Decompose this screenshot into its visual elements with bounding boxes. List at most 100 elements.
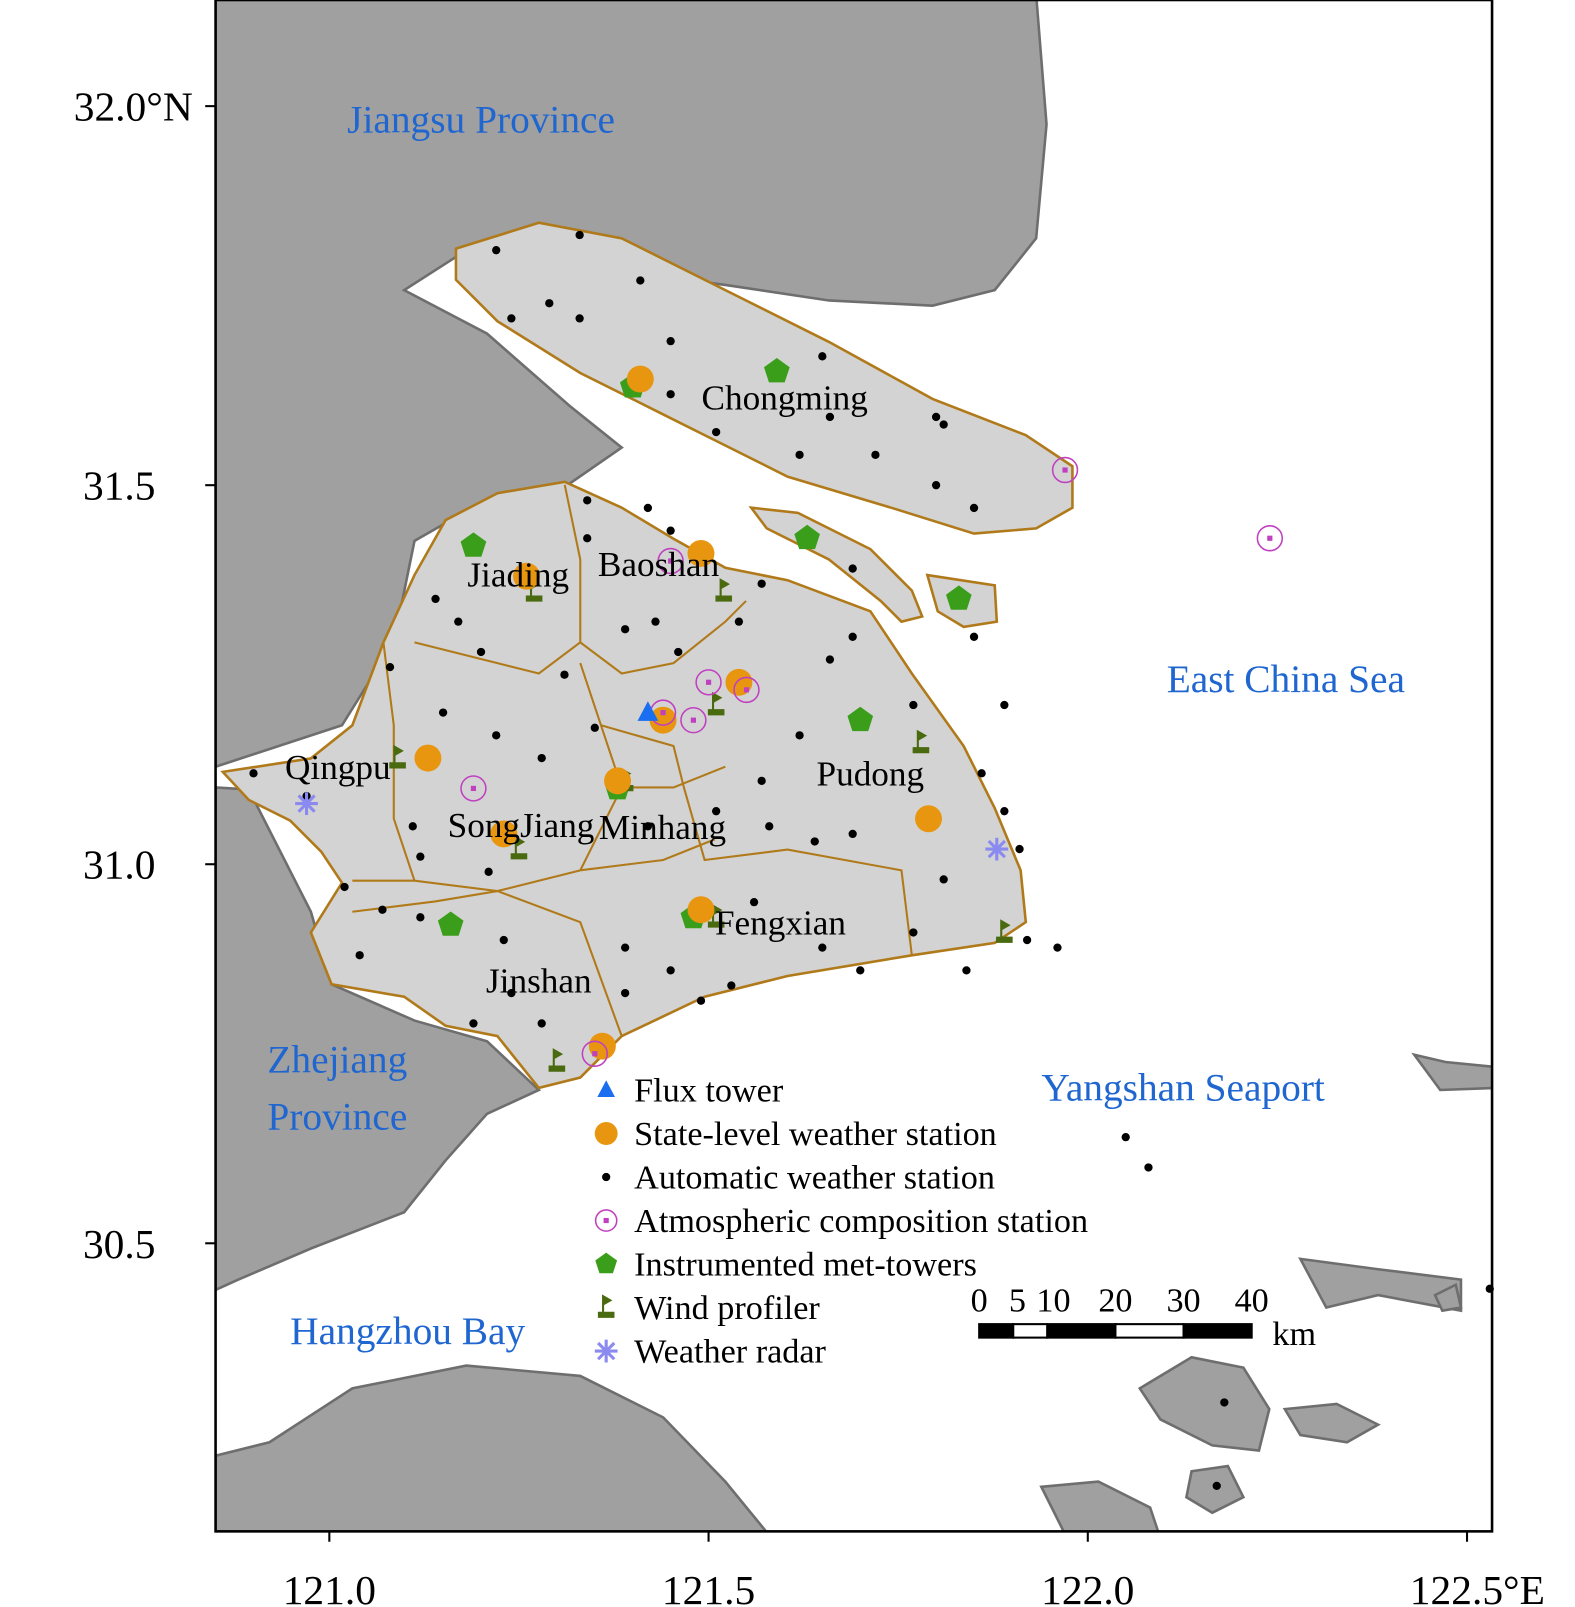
auto-station: [977, 769, 986, 778]
island: [1282, 1402, 1381, 1444]
auto-station: [416, 852, 425, 861]
met-tower: [847, 706, 874, 732]
auto-station: [545, 299, 554, 308]
wind-profiler: [597, 1294, 615, 1318]
auto-station: [848, 829, 857, 839]
atmos-ring: [1051, 456, 1079, 484]
region-label: East China Sea: [1167, 657, 1405, 701]
auto-station: [674, 647, 683, 657]
atmos-ring: [581, 1040, 609, 1067]
axes: 121.0 121.5 122.0 122.5°E 32.0°N 31.5 31.0 30.5: [74, 84, 1545, 1607]
auto-station: [583, 496, 592, 505]
state-station: [649, 706, 677, 734]
atmos-station: [733, 676, 760, 704]
auto-station: [795, 450, 804, 460]
scale-segment: [1182, 1323, 1253, 1339]
x-tick-label: 121.0: [283, 1567, 376, 1607]
scale-label: 5: [1009, 1283, 1026, 1320]
scale-segment: [978, 1323, 1015, 1339]
legend-label: Flux tower: [634, 1072, 784, 1109]
auto-station: [469, 1019, 478, 1028]
scale-label: 40: [1235, 1283, 1269, 1320]
legend-label: Wind profiler: [634, 1290, 820, 1327]
auto-station: [602, 1172, 611, 1182]
auto-station: [575, 230, 584, 240]
auto-station: [507, 988, 516, 998]
auto-station: [939, 420, 948, 429]
wind-profiler: [510, 835, 528, 860]
region-label: Jiangsu Province: [347, 98, 615, 142]
auto-station: [620, 625, 630, 634]
auto-station: [507, 314, 516, 323]
auto-station: [818, 943, 827, 952]
auto-station: [734, 617, 744, 626]
x-tick-label: 121.5: [662, 1567, 755, 1607]
auto-station: [727, 981, 736, 990]
state-station: [414, 744, 442, 772]
legend: Flux tower State-level weather station Aut…: [594, 1072, 1088, 1370]
scale-label: 10: [1036, 1283, 1070, 1320]
wind-profiler: [548, 1048, 566, 1072]
atmos-station: [695, 669, 722, 696]
atmos-ring: [1256, 525, 1284, 552]
flux-tower: [637, 701, 659, 721]
auto-station: [1053, 943, 1062, 952]
wind-profiler: [996, 919, 1013, 943]
district-labels: Chongming Jiading Baoshan Qingpu Pudong …: [285, 378, 924, 1000]
auto-station: [696, 996, 706, 1005]
district-label: Qingpu: [285, 748, 391, 787]
scale-label: 0: [971, 1283, 988, 1320]
atmos-ring: [680, 706, 707, 734]
atmos-station: [581, 1040, 609, 1067]
stations: [249, 230, 1494, 1491]
state-station: [687, 539, 715, 567]
auto-station: [499, 935, 508, 945]
state-station: [594, 1122, 618, 1145]
state-station: [490, 820, 518, 848]
auto-station: [825, 655, 835, 664]
auto-station: [636, 276, 645, 285]
met-tower: [460, 532, 487, 557]
auto-station: [385, 662, 395, 672]
scale-segment: [1114, 1323, 1185, 1339]
chongming-island: [454, 221, 1074, 535]
met-tower: [437, 911, 464, 936]
scale-unit: km: [1272, 1316, 1316, 1353]
district-label: Jiading: [467, 555, 569, 594]
flux-tower: [597, 1080, 615, 1098]
auto-station: [909, 700, 918, 710]
auto-station: [408, 822, 417, 831]
auto-station: [666, 337, 675, 346]
met-tower: [595, 1252, 618, 1274]
district-label: Minhang: [599, 808, 726, 847]
state-station: [513, 562, 541, 590]
auto-station: [454, 617, 463, 626]
atmos-station: [460, 775, 487, 802]
atmos-center: [1062, 467, 1068, 473]
legend-label: Instrumented met-towers: [634, 1246, 977, 1283]
region-label: Yangshan Seaport: [1041, 1065, 1325, 1109]
auto-station: [438, 708, 448, 717]
district-label: Chongming: [702, 378, 868, 417]
atmos-center: [690, 717, 696, 723]
auto-station: [340, 882, 349, 892]
auto-station: [810, 837, 819, 846]
jiangsu-land: [215, 0, 1048, 769]
wind-profiler: [389, 744, 406, 769]
auto-station: [620, 988, 630, 998]
scale-segment: [1012, 1323, 1049, 1339]
auto-station: [757, 776, 766, 785]
auto-station: [795, 731, 804, 740]
island: [1137, 1355, 1271, 1452]
atmos-station: [657, 547, 684, 575]
weather-radar: [295, 792, 318, 816]
scale-label: 30: [1166, 1283, 1200, 1320]
map-frame: [214, 0, 1494, 1533]
auto-station: [749, 897, 759, 907]
auto-station: [643, 822, 653, 831]
atmos-station: [1051, 456, 1079, 484]
district-boundary: [352, 484, 913, 1037]
atmos-station: [1256, 525, 1284, 552]
auto-station: [969, 503, 979, 513]
island: [1298, 1257, 1463, 1313]
